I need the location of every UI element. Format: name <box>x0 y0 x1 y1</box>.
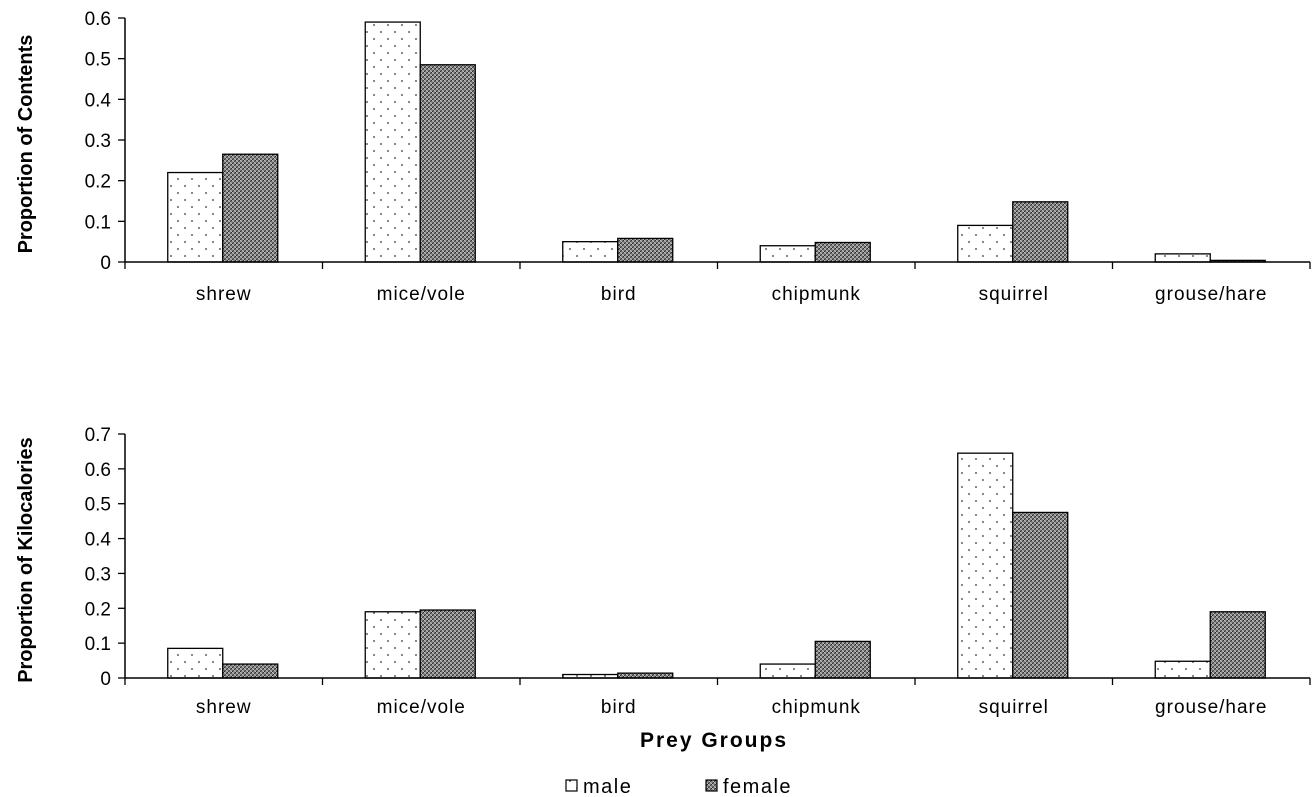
y-tick-label: 0.5 <box>85 50 111 71</box>
bar-female-grouse-hare <box>1209 611 1266 679</box>
bar-male-shrew <box>167 647 224 679</box>
x-tick-label: mice/vole <box>377 697 466 718</box>
bar-male-shrew <box>167 171 224 263</box>
y-tick-label: 0.7 <box>85 425 111 446</box>
x-tick-label: squirrel <box>979 284 1049 305</box>
bar-male-grouse-hare <box>1154 660 1211 679</box>
x-tick-label: shrew <box>196 284 252 305</box>
x-tick-label: chipmunk <box>772 284 861 305</box>
y-tick-label: 0.2 <box>85 172 111 193</box>
bar-male-chipmunk <box>759 245 816 263</box>
legend-label-male: male <box>583 776 632 797</box>
bar-female-bird <box>617 237 674 263</box>
x-tick-label: bird <box>601 697 637 718</box>
bar-female-chipmunk <box>814 241 871 263</box>
bar-male-bird <box>562 241 619 263</box>
bar-male-squirrel <box>957 452 1014 679</box>
x-tick-label: squirrel <box>979 697 1049 718</box>
bar-male-mice-vole <box>364 611 421 679</box>
y-tick-label: 0.1 <box>85 212 111 233</box>
y-axis-label: Proportion of Contents <box>15 35 37 254</box>
y-axis-label: Proportion of Kilocalories <box>15 437 37 683</box>
y-tick-label: 0.6 <box>85 460 111 481</box>
legend: male female <box>565 776 792 797</box>
bar-female-squirrel <box>1012 201 1069 263</box>
kilocalories-chart: 0 0.1 0.2 0.3 0.4 0.5 0.6 0.7 shrew mice/vole bird… <box>15 425 1311 718</box>
y-tick-label: 0.3 <box>85 131 111 152</box>
y-tick-label: 0.3 <box>85 564 111 585</box>
y-tick-label: 0.5 <box>85 495 111 516</box>
bar-female-mice-vole <box>419 64 476 263</box>
y-tick-label: 0 <box>100 669 111 690</box>
x-tick-label: chipmunk <box>772 697 861 718</box>
bar-female-shrew <box>222 663 279 679</box>
bar-male-mice-vole <box>364 21 421 263</box>
bar-male-squirrel <box>957 224 1014 263</box>
bar-female-mice-vole <box>419 609 476 679</box>
bar-female-squirrel <box>1012 511 1069 679</box>
x-tick-label: mice/vole <box>377 284 466 305</box>
bar-female-chipmunk <box>814 640 871 679</box>
y-tick-label: 0.1 <box>85 634 111 655</box>
legend-label-female: female <box>723 776 792 797</box>
contents-chart: 0 0.1 0.2 0.3 0.4 0.5 0.6 shrew mice/vole bird chi… <box>15 9 1311 305</box>
y-tick-label: 0.6 <box>85 9 111 30</box>
x-tick-label: grouse/hare <box>1155 697 1267 718</box>
y-tick-label: 0.2 <box>85 599 111 620</box>
y-tick-label: 0.4 <box>85 530 112 551</box>
legend-item-female: female <box>705 776 792 797</box>
y-tick-label: 0 <box>100 253 111 274</box>
bar-male-grouse-hare <box>1154 253 1211 263</box>
bar-female-shrew <box>222 153 279 263</box>
bar-male-chipmunk <box>759 663 816 679</box>
legend-swatch-female <box>705 779 718 792</box>
x-tick-label: grouse/hare <box>1155 284 1267 305</box>
legend-swatch-male <box>565 779 578 792</box>
x-axis-label: Prey Groups <box>640 729 788 752</box>
x-tick-label: bird <box>601 284 637 305</box>
x-tick-label: shrew <box>196 697 252 718</box>
y-tick-label: 0.4 <box>85 90 112 111</box>
legend-item-male: male <box>565 776 632 797</box>
